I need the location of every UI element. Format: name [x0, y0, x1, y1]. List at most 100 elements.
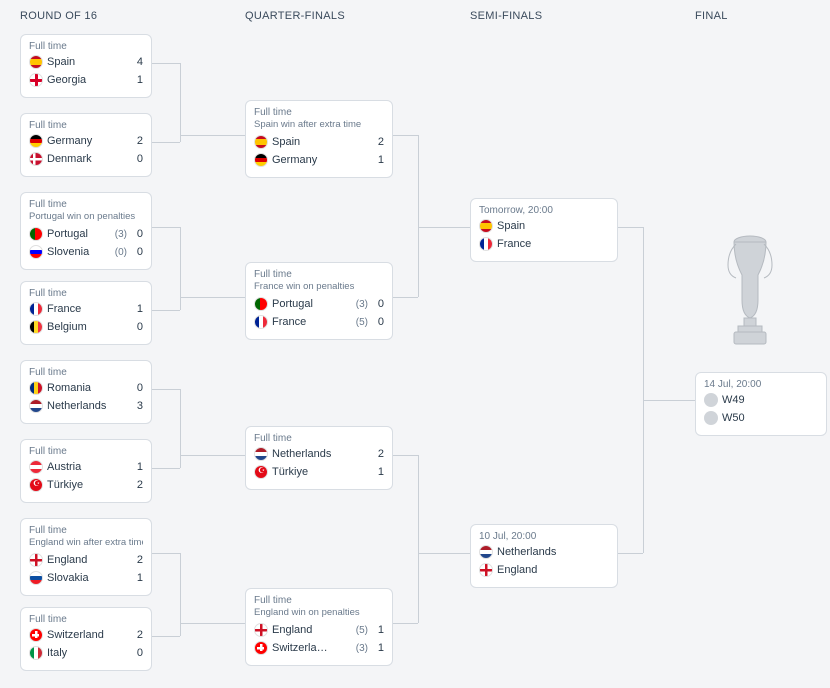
team-row: Georgia 1	[29, 71, 143, 89]
team-name: Slovenia	[47, 246, 111, 258]
team-name: W50	[722, 412, 818, 424]
team-name: Portugal	[47, 228, 111, 240]
placeholder-flag-icon	[704, 393, 718, 407]
match-card[interactable]: Full timeRomania0Netherlands3	[20, 360, 152, 424]
match-status: Full time	[29, 446, 143, 457]
match-status: Full time	[29, 614, 143, 625]
team-name: Spain	[272, 136, 370, 148]
team-row: Romania0	[29, 379, 143, 397]
team-row: England(5)1	[254, 621, 384, 639]
match-status: Full time	[29, 120, 143, 131]
bracket-connector	[418, 135, 419, 297]
bracket-connector	[618, 227, 643, 228]
team-name: England	[47, 554, 129, 566]
team-name: France	[497, 238, 609, 250]
match-card[interactable]: Full timeSpain win after extra timeSpain…	[245, 100, 393, 178]
bracket-connector	[643, 400, 695, 401]
team-row: Netherlands	[479, 543, 609, 561]
team-name: Germany	[272, 154, 370, 166]
match-card[interactable]: Full timeFrance win on penaltiesPortugal…	[245, 262, 393, 340]
team-row: France(5)0	[254, 313, 384, 331]
team-row: Slovakia1	[29, 569, 143, 587]
team-score: 0	[374, 298, 384, 310]
match-status: 10 Jul, 20:00	[479, 531, 609, 542]
team-score: 2	[374, 136, 384, 148]
flag-icon-turkiye	[254, 465, 268, 479]
bracket-connector	[152, 310, 180, 311]
bracket-connector	[180, 297, 245, 298]
team-name: Netherlands	[47, 400, 129, 412]
team-row: Netherlands2	[254, 445, 384, 463]
team-row: Belgium0	[29, 318, 143, 336]
team-score: 1	[133, 303, 143, 315]
team-row: France	[479, 235, 609, 253]
placeholder-flag-icon	[704, 411, 718, 425]
flag-icon-england	[254, 623, 268, 637]
team-row: France1	[29, 300, 143, 318]
team-row: England	[479, 561, 609, 579]
match-card[interactable]: Full timeNetherlands2Türkiye1	[245, 426, 393, 490]
penalty-score: (3)	[115, 229, 127, 240]
team-name: W49	[722, 394, 818, 406]
flag-icon-italy	[29, 646, 43, 660]
team-name: Spain	[497, 220, 609, 232]
match-status: Full time	[29, 525, 143, 536]
column-header-sf: SEMI-FINALS	[470, 10, 542, 22]
match-card[interactable]: 14 Jul, 20:00W49W50	[695, 372, 827, 436]
match-note: Spain win after extra time	[254, 119, 384, 130]
team-name: Switzerla…	[272, 642, 352, 654]
bracket-connector	[418, 553, 470, 554]
team-score: 0	[133, 153, 143, 165]
team-score: 1	[133, 74, 143, 86]
bracket-connector	[152, 553, 180, 554]
match-card[interactable]: Full time Spain 4 Georgia 1	[20, 34, 152, 98]
team-row: Spain 2	[254, 133, 384, 151]
team-row: England2	[29, 551, 143, 569]
match-note: England win on penalties	[254, 607, 384, 618]
match-card[interactable]: Tomorrow, 20:00 Spain France	[470, 198, 618, 262]
team-score: 4	[133, 56, 143, 68]
team-row: Türkiye2	[29, 476, 143, 494]
team-row: Germany1	[254, 151, 384, 169]
match-card[interactable]: Full timeAustria1Türkiye2	[20, 439, 152, 503]
penalty-score: (3)	[356, 299, 368, 310]
team-row: Netherlands3	[29, 397, 143, 415]
team-name: Denmark	[47, 153, 129, 165]
team-score: 0	[133, 647, 143, 659]
match-status: Tomorrow, 20:00	[479, 205, 609, 216]
team-score: 2	[133, 479, 143, 491]
team-name: Germany	[47, 135, 129, 147]
team-row: Denmark 0	[29, 150, 143, 168]
match-card[interactable]: Full timeSwitzerland2Italy0	[20, 607, 152, 671]
team-score: 0	[133, 321, 143, 333]
match-card[interactable]: Full timeFrance1Belgium0	[20, 281, 152, 345]
team-score: 0	[133, 228, 143, 240]
team-score: 1	[133, 461, 143, 473]
team-row: Spain 4	[29, 53, 143, 71]
bracket-connector	[180, 135, 245, 136]
match-status: Full time	[254, 269, 384, 280]
match-card[interactable]: Full time Germany 2 Denmark 0	[20, 113, 152, 177]
team-name: Netherlands	[497, 546, 609, 558]
team-row: Portugal (3) 0	[29, 225, 143, 243]
team-name: Spain	[47, 56, 129, 68]
team-score: 2	[133, 135, 143, 147]
team-name: Italy	[47, 647, 129, 659]
team-score: 1	[374, 624, 384, 636]
flag-icon-netherlands	[254, 447, 268, 461]
match-card[interactable]: 10 Jul, 20:00 Netherlands England	[470, 524, 618, 588]
match-card[interactable]: Full timeEngland win after extra timeEng…	[20, 518, 152, 596]
team-name: Netherlands	[272, 448, 370, 460]
match-status: Full time	[29, 199, 143, 210]
team-name: Georgia	[47, 74, 129, 86]
team-row: Slovenia(0)0	[29, 243, 143, 261]
match-card[interactable]: Full timePortugal win on penalties Portug…	[20, 192, 152, 270]
flag-icon-germany	[254, 153, 268, 167]
match-status: Full time	[29, 41, 143, 52]
flag-icon-spain	[254, 135, 268, 149]
match-card[interactable]: Full timeEngland win on penaltiesEngland…	[245, 588, 393, 666]
match-note: Portugal win on penalties	[29, 211, 143, 222]
match-status: Full time	[29, 367, 143, 378]
team-row: Spain	[479, 217, 609, 235]
match-note: France win on penalties	[254, 281, 384, 292]
